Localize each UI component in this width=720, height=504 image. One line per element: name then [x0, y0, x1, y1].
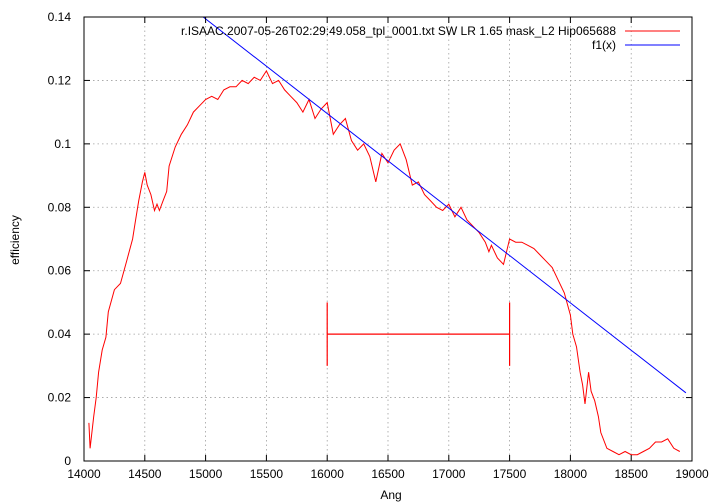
legend-entry-fit-line: f1(x)	[592, 38, 616, 52]
y-tick-label: 0.02	[48, 391, 72, 405]
legend-entry-data-series: r.ISAAC.2007-05-26T02:29:49.058_tpl_0001…	[181, 24, 616, 38]
plot-series	[88, 16, 687, 456]
y-tick-label: 0.12	[48, 73, 72, 87]
y-axis-label: efficiency	[8, 215, 22, 265]
y-tick-label: 0	[64, 454, 71, 468]
legend: r.ISAAC.2007-05-26T02:29:49.058_tpl_0001…	[181, 24, 680, 52]
x-tick-label: 14500	[128, 467, 162, 481]
x-tick-label: 17000	[432, 467, 466, 481]
x-axis-label: Ang	[380, 488, 401, 502]
x-tick-label: 15500	[250, 467, 284, 481]
x-tick-label: 18500	[615, 467, 649, 481]
x-tick-label: 16000	[311, 467, 345, 481]
x-tick-label: 15000	[189, 467, 223, 481]
y-tick-label: 0.1	[54, 137, 71, 151]
grid	[84, 17, 692, 461]
y-tick-label: 0.14	[48, 10, 72, 24]
x-tick-label: 18000	[554, 467, 588, 481]
x-tick-label: 16500	[371, 467, 405, 481]
axis-ticks: 14000 14500 15000 15500 16000 16500 17000 17500…	[48, 10, 709, 481]
x-tick-label: 17500	[493, 467, 527, 481]
x-tick-label: 19000	[675, 467, 709, 481]
x-tick-label: 14000	[67, 467, 101, 481]
annotations	[326, 302, 511, 366]
y-tick-label: 0.08	[48, 200, 72, 214]
y-tick-label: 0.06	[48, 264, 72, 278]
data-series-line	[88, 69, 681, 456]
fit-line	[202, 16, 687, 394]
y-tick-label: 0.04	[48, 327, 72, 341]
